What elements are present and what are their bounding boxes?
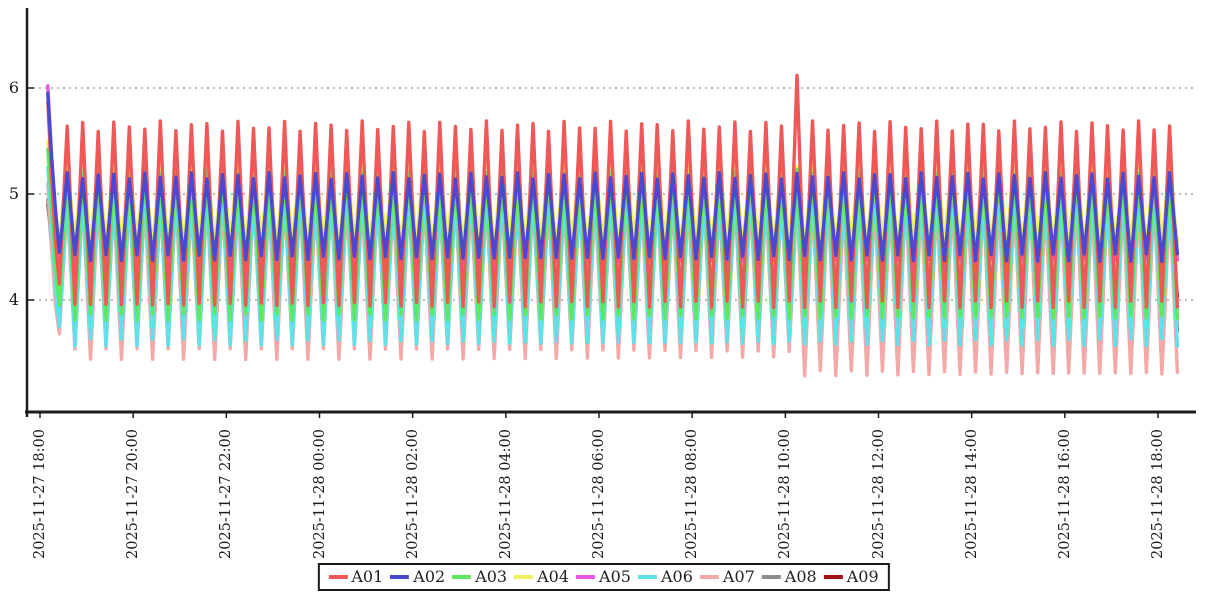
legend-swatch-icon xyxy=(514,575,534,579)
x-tick-label: 2025-11-28 06:00 xyxy=(591,429,607,559)
legend-label: A02 xyxy=(413,567,446,586)
legend-item-A04: A04 xyxy=(514,567,569,587)
y-tick-label: 6 xyxy=(8,78,19,97)
legend-item-A09: A09 xyxy=(823,567,879,587)
legend-label: A05 xyxy=(599,567,631,586)
legend-swatch-icon xyxy=(699,575,719,579)
legend-swatch-icon xyxy=(452,575,472,579)
legend-swatch-icon xyxy=(390,575,410,579)
legend-swatch-icon xyxy=(576,575,596,579)
x-tick-label: 2025-11-28 02:00 xyxy=(404,429,421,559)
x-tick-label: 2025-11-28 04:00 xyxy=(497,429,514,559)
x-tick-label: 2025-11-28 18:00 xyxy=(1150,429,1166,559)
legend-label: A01 xyxy=(351,567,384,586)
legend-swatch-icon xyxy=(823,575,843,579)
legend-item-A05: A05 xyxy=(576,567,631,587)
legend-item-A03: A03 xyxy=(452,567,507,587)
x-tick-label: 2025-11-28 16:00 xyxy=(1056,429,1073,559)
legend-swatch-icon xyxy=(761,575,781,579)
legend-swatch-icon xyxy=(328,575,348,579)
legend-item-A06: A06 xyxy=(637,567,693,587)
legend: A01 A02 A03 A04 A05 A06 A07 A08 A09 xyxy=(317,563,890,591)
legend-item-A07: A07 xyxy=(699,567,755,587)
legend-item-A08: A08 xyxy=(761,567,817,587)
legend-item-A02: A02 xyxy=(390,567,445,587)
legend-label: A09 xyxy=(846,567,879,586)
legend-label: A06 xyxy=(660,567,693,586)
x-tick-label: 2025-11-28 14:00 xyxy=(963,429,980,559)
legend-label: A03 xyxy=(475,567,508,586)
series-A02-line xyxy=(46,91,1180,264)
x-tick-label: 2025-11-28 08:00 xyxy=(684,429,701,559)
x-tick-label: 2025-11-27 22:00 xyxy=(218,429,235,559)
legend-label: A04 xyxy=(537,567,570,586)
legend-label: A07 xyxy=(722,567,755,586)
y-tick-label: 4 xyxy=(8,290,19,309)
x-tick-label: 2025-11-27 20:00 xyxy=(125,429,142,559)
series-A01-line xyxy=(46,73,1180,310)
legend-swatch-icon xyxy=(637,575,657,579)
legend-item-A01: A01 xyxy=(328,567,383,587)
x-tick-label: 2025-11-28 00:00 xyxy=(311,429,328,559)
x-tick-label: 2025-11-28 10:00 xyxy=(777,429,794,559)
legend-label: A08 xyxy=(784,567,817,586)
y-tick-label: 5 xyxy=(8,184,19,203)
x-tick-label: 2025-11-28 12:00 xyxy=(870,429,887,559)
x-tick-label: 2025-11-27 18:00 xyxy=(32,429,48,559)
